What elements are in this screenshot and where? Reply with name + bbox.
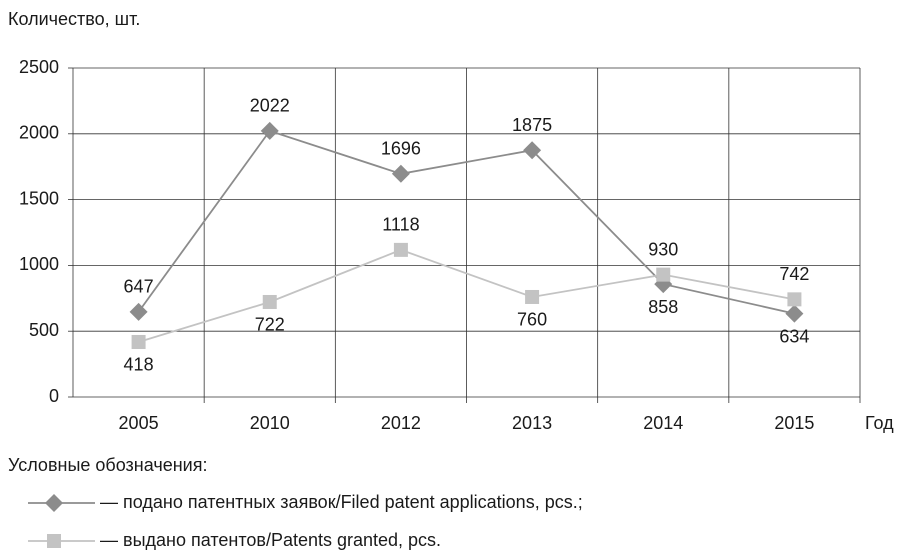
marker-square bbox=[47, 534, 61, 548]
y-tick-label: 2000 bbox=[19, 123, 59, 143]
data-label: 742 bbox=[779, 264, 809, 284]
legend-title: Условные обозначения: bbox=[8, 455, 207, 475]
marker-diamond bbox=[523, 141, 542, 160]
x-tick-label: 2013 bbox=[512, 413, 552, 433]
y-tick-label: 2500 bbox=[19, 57, 59, 77]
data-label: 722 bbox=[255, 315, 285, 335]
marker-square bbox=[262, 294, 277, 309]
x-tick-label: 2015 bbox=[774, 413, 814, 433]
data-label: 634 bbox=[779, 326, 809, 346]
data-label: 647 bbox=[124, 277, 154, 297]
marker-diamond bbox=[129, 302, 148, 321]
marker-diamond bbox=[260, 121, 279, 140]
y-tick-label: 500 bbox=[29, 320, 59, 340]
data-label: 1875 bbox=[512, 115, 552, 135]
legend-label: — выдано патентов/Patents granted, pcs. bbox=[100, 530, 441, 550]
y-tick-label: 0 bbox=[49, 386, 59, 406]
marker-square bbox=[131, 334, 146, 349]
y-tick-label: 1000 bbox=[19, 254, 59, 274]
series-line bbox=[137, 129, 795, 315]
x-tick-label: 2005 bbox=[119, 413, 159, 433]
marker-square bbox=[656, 267, 671, 282]
marker-square bbox=[393, 242, 408, 257]
marker-diamond bbox=[391, 164, 410, 183]
marker-diamond bbox=[785, 304, 804, 323]
data-label: 1118 bbox=[382, 215, 419, 235]
data-label: 930 bbox=[648, 239, 678, 259]
data-label: 418 bbox=[124, 355, 154, 375]
y-axis-label: Количество, шт. bbox=[8, 9, 140, 29]
x-tick-label: 2014 bbox=[643, 413, 683, 433]
series-line bbox=[138, 248, 795, 343]
data-label: 858 bbox=[648, 297, 678, 317]
x-tick-label: 2010 bbox=[250, 413, 290, 433]
marker-square bbox=[525, 289, 540, 304]
marker-square bbox=[787, 292, 802, 307]
data-label: 2022 bbox=[250, 96, 290, 116]
legend-label: — подано патентных заявок/Filed patent a… bbox=[100, 492, 583, 512]
marker-diamond bbox=[45, 494, 63, 512]
y-tick-label: 1500 bbox=[19, 188, 59, 208]
data-label: 760 bbox=[517, 310, 547, 330]
data-label: 1696 bbox=[381, 139, 421, 159]
x-axis-label: Год bbox=[865, 413, 894, 433]
x-tick-label: 2012 bbox=[381, 413, 421, 433]
